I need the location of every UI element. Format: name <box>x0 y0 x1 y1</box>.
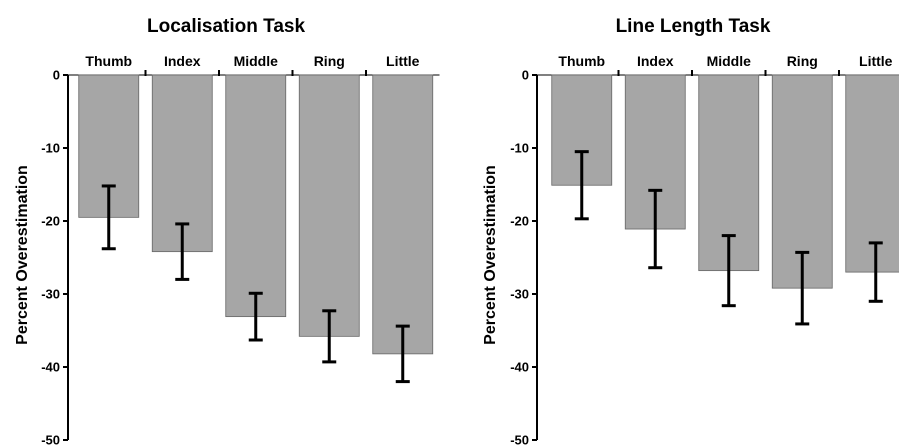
error-bar <box>248 291 263 342</box>
y-tick-label: -40 <box>510 360 529 375</box>
y-axis-label: Percent Overestimation <box>482 165 499 345</box>
y-axis-ticks: 0 -10 -20 -30 -40 -50 <box>41 68 69 446</box>
error-bars <box>101 184 410 384</box>
y-axis-label: Percent Overestimation <box>14 165 31 345</box>
chart-title: Line Length Task <box>616 16 771 37</box>
error-bar <box>395 324 410 384</box>
y-tick-label: -50 <box>41 433 60 446</box>
bar <box>225 74 287 318</box>
y-tick-label: -30 <box>41 287 60 302</box>
error-bar <box>721 234 736 308</box>
category-label: Middle <box>234 53 279 69</box>
error-bar <box>322 309 337 364</box>
bar <box>372 74 434 355</box>
y-tick-label: -10 <box>41 141 60 156</box>
y-tick-label: 0 <box>522 68 529 83</box>
category-label: Index <box>637 53 674 69</box>
category-label: Little <box>386 53 420 69</box>
chart-title: Localisation Task <box>147 16 305 37</box>
category-labels: Thumb Index Middle Ring Little <box>68 53 440 76</box>
y-tick-label: -10 <box>510 141 529 156</box>
category-label: Index <box>164 53 201 69</box>
category-label: Little <box>859 53 893 69</box>
category-labels: Thumb Index Middle Ring Little <box>537 53 899 76</box>
bar <box>151 74 213 253</box>
category-label: Thumb <box>85 53 132 69</box>
bar <box>298 74 360 337</box>
y-tick-label: -20 <box>510 214 529 229</box>
error-bar <box>101 184 116 251</box>
y-tick-label: -50 <box>510 433 529 446</box>
y-tick-label: -40 <box>41 360 60 375</box>
localisation-panel: Localisation Task Percent Overestimation… <box>14 16 440 446</box>
category-label: Ring <box>787 53 818 69</box>
bars <box>551 74 899 289</box>
bar <box>845 74 899 273</box>
y-tick-label: -30 <box>510 287 529 302</box>
error-bar <box>175 222 190 281</box>
error-bar <box>868 241 883 303</box>
error-bar <box>648 188 663 270</box>
category-label: Ring <box>314 53 345 69</box>
y-axis-ticks: 0 -10 -20 -30 -40 -50 <box>510 68 538 446</box>
error-bar <box>574 150 589 221</box>
error-bar <box>795 250 810 326</box>
error-bars <box>574 150 883 326</box>
line-length-panel: Line Length Task Percent Overestimation … <box>482 16 899 446</box>
y-tick-label: 0 <box>53 68 60 83</box>
y-tick-label: -20 <box>41 214 60 229</box>
category-label: Middle <box>707 53 752 69</box>
category-label: Thumb <box>558 53 605 69</box>
